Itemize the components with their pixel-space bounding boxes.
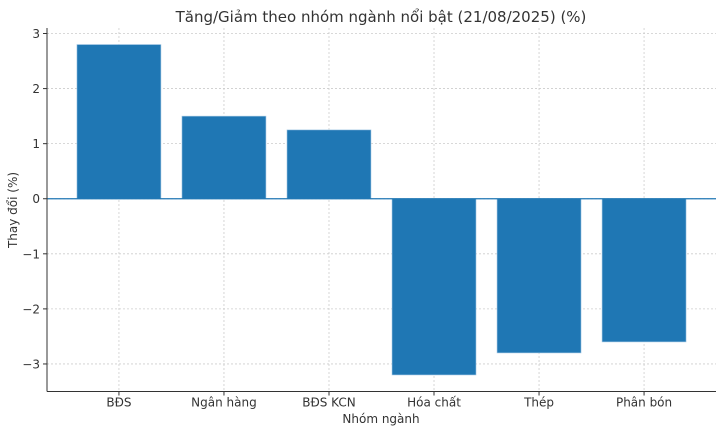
x-axis-label: Nhóm ngành xyxy=(342,412,419,426)
x-tick-label: Thép xyxy=(523,396,554,410)
y-tick-label: −3 xyxy=(22,357,40,371)
chart-title: Tăng/Giảm theo nhóm ngành nổi bật (21/08… xyxy=(175,8,587,26)
x-tick-label: Hóa chất xyxy=(407,396,461,410)
x-tick-label: BĐS xyxy=(106,396,131,410)
y-tick-label: 3 xyxy=(32,27,40,41)
x-tick-label: Ngân hàng xyxy=(191,396,257,410)
y-axis-label: Thay đổi (%) xyxy=(6,172,20,249)
x-tick-label: BĐS KCN xyxy=(302,396,356,410)
bar-Ngân hàng xyxy=(181,115,267,200)
bar-BĐS xyxy=(76,44,162,200)
bar-Hóa chất xyxy=(391,198,477,376)
y-tick-label: 0 xyxy=(32,192,40,206)
bar-Phân bón xyxy=(601,198,687,343)
bar-BĐS KCN xyxy=(286,129,372,200)
bar-Thép xyxy=(496,198,582,354)
y-tick-label: 1 xyxy=(32,137,40,151)
x-tick-label: Phân bón xyxy=(616,396,672,410)
y-tick-label: −1 xyxy=(22,247,40,261)
y-tick-label: −2 xyxy=(22,302,40,316)
y-tick-label: 2 xyxy=(32,82,40,96)
